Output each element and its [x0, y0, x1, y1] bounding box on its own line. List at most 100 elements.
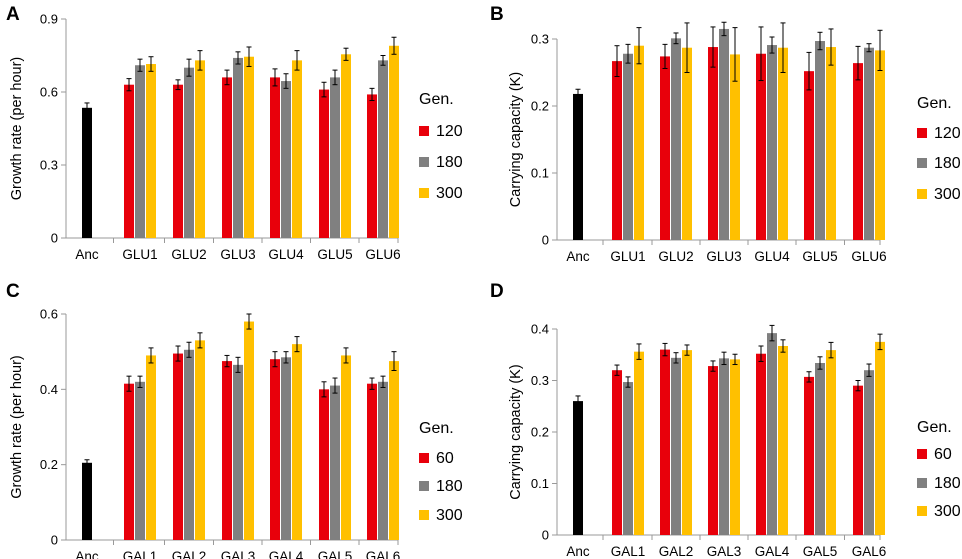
bar-gal4-gen-300	[292, 344, 302, 540]
bar-glu4-gen-180	[767, 45, 777, 240]
x-tick-label: GLU3	[220, 247, 255, 262]
bar-gal4-gen-180	[281, 357, 291, 540]
bar-glu6-gen-120	[853, 63, 863, 241]
x-tick-label: GAL3	[707, 544, 742, 559]
chart-panel-a: A 0 0.3 0.6 0.9 Growth rate (per hour) Anc GLU1…	[6, 4, 463, 262]
bar-ancestor	[573, 93, 583, 240]
bar-gal1-gen-60	[612, 370, 622, 535]
x-tick-label: GLU6	[851, 249, 886, 264]
legend-swatch	[419, 481, 429, 491]
legend-swatch	[419, 188, 429, 198]
y-tick-label: 0	[51, 533, 58, 548]
y-tick-label: 0.4	[531, 322, 549, 337]
bar-gal3-gen-60	[222, 361, 232, 540]
legend-label: 180	[436, 154, 463, 171]
bar-gal5-gen-300	[826, 350, 836, 535]
y-tick-label: 0.6	[40, 307, 58, 322]
x-tick-label: Anc	[566, 249, 590, 264]
y-tick-label: 0.6	[40, 85, 58, 100]
bar-gal1-gen-300	[634, 351, 644, 535]
bar-glu2-gen-300	[195, 60, 205, 238]
y-tick-label: 0.3	[40, 158, 58, 173]
legend-label: 60	[934, 446, 952, 463]
x-tick-label: Anc	[566, 544, 590, 559]
y-tick-label: 0	[542, 528, 549, 543]
bar-glu2-gen-120	[660, 56, 670, 240]
bar-glu5-gen-300	[341, 54, 351, 239]
legend-label: 180	[934, 475, 961, 492]
bar-gal1-gen-300	[146, 355, 156, 540]
bar-gal6-gen-60	[853, 385, 863, 535]
legend-swatch	[419, 510, 429, 520]
x-tick-label: GLU1	[610, 249, 645, 264]
bar-gal5-gen-180	[815, 362, 825, 535]
legend-label: 120	[934, 125, 961, 142]
bar-gal3-gen-60	[708, 366, 718, 535]
x-tick-label: GAL1	[611, 544, 646, 559]
y-tick-label: 0.1	[531, 476, 549, 491]
legend-swatch	[917, 189, 927, 199]
bar-gal2-gen-180	[671, 357, 681, 535]
bar-glu3-gen-300	[244, 56, 254, 238]
legend-label: 180	[934, 155, 961, 172]
bar-glu3-gen-180	[719, 28, 729, 241]
y-axis-label: Growth rate (per hour)	[9, 57, 25, 200]
bar-gal4-gen-300	[778, 345, 788, 535]
legend-label: 300	[934, 186, 961, 203]
legend-title: Gen.	[917, 95, 952, 112]
x-tick-label: GLU3	[706, 249, 741, 264]
legend-label: 120	[436, 123, 463, 140]
bar-gal3-gen-180	[233, 364, 243, 540]
bar-glu2-gen-120	[173, 84, 183, 238]
bar-gal1-gen-180	[623, 382, 633, 535]
bar-gal6-gen-300	[389, 361, 399, 540]
bar-glu6-gen-120	[367, 94, 377, 238]
x-tick-label: GLU1	[122, 247, 157, 262]
panel-letter: A	[6, 4, 20, 25]
x-tick-label: GAL4	[755, 544, 790, 559]
x-tick-label: GAL5	[318, 549, 353, 559]
bar-gal4-gen-60	[756, 353, 766, 535]
panel-letter: C	[6, 281, 20, 302]
bar-gal5-gen-60	[319, 389, 329, 540]
bar-glu6-gen-180	[378, 60, 388, 238]
bar-glu6-gen-300	[389, 45, 399, 239]
bar-gal2-gen-60	[660, 349, 670, 535]
legend-label: 60	[436, 450, 454, 467]
bar-glu5-gen-180	[815, 41, 825, 241]
bar-glu5-gen-300	[826, 47, 836, 240]
x-tick-label: GAL2	[172, 549, 207, 559]
bar-glu5-gen-180	[330, 77, 340, 239]
bar-glu1-gen-180	[135, 65, 145, 238]
bar-glu6-gen-300	[875, 50, 885, 240]
bar-glu2-gen-180	[184, 67, 194, 239]
legend-title: Gen.	[917, 419, 952, 436]
x-tick-label: GLU4	[268, 247, 304, 262]
bar-ancestor	[573, 401, 583, 535]
bar-glu4-gen-300	[292, 60, 302, 238]
y-tick-label: 0.3	[531, 373, 549, 388]
bar-glu4-gen-120	[756, 53, 766, 240]
y-tick-label: 0.2	[531, 99, 549, 114]
bar-glu1-gen-120	[124, 84, 134, 238]
x-tick-label: GLU6	[365, 247, 400, 262]
bar-gal6-gen-180	[378, 381, 388, 540]
bar-gal2-gen-60	[173, 353, 183, 540]
bar-gal3-gen-180	[719, 358, 729, 535]
legend-label: 300	[436, 185, 463, 202]
legend-swatch	[917, 478, 927, 488]
legend-label: 300	[934, 503, 961, 520]
y-tick-label: 0.2	[531, 425, 549, 440]
legend-swatch	[419, 126, 429, 136]
legend-title: Gen.	[419, 91, 454, 108]
bar-gal2-gen-300	[682, 350, 692, 535]
bar-glu3-gen-120	[222, 77, 232, 239]
legend-swatch	[917, 158, 927, 168]
chart-panel-b: B 0 0.1 0.2 0.3 Carrying capacity (K) Anc GLU1 G…	[490, 4, 961, 264]
y-tick-label: 0	[51, 231, 58, 246]
bar-gal5-gen-180	[330, 385, 340, 540]
bar-gal2-gen-300	[195, 340, 205, 540]
bar-gal4-gen-60	[270, 359, 280, 540]
y-tick-label: 0.2	[40, 457, 58, 472]
